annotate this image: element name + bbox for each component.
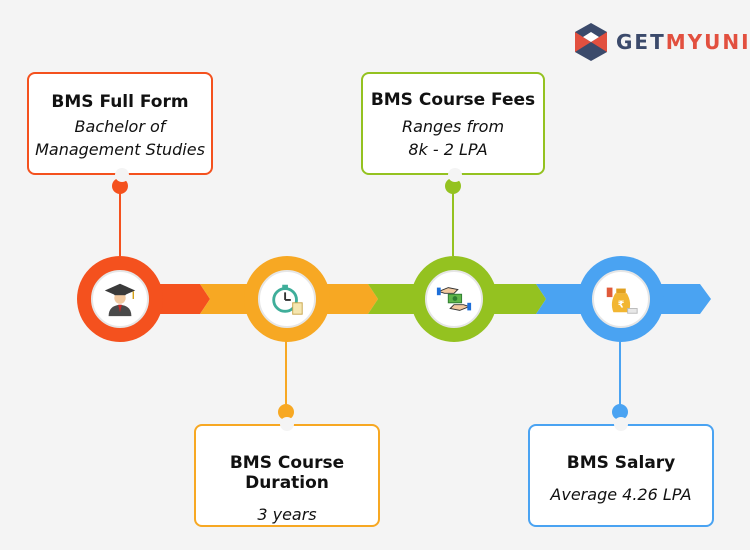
connector-salary	[619, 340, 621, 410]
card-fees: BMS Course Fees Ranges from 8k - 2 LPA	[361, 72, 545, 182]
card-fees-line1: Ranges from	[401, 117, 505, 136]
card-salary-line1: Average 4.26 LPA	[550, 485, 692, 504]
money-hand-icon	[436, 287, 472, 311]
graduate-icon	[104, 283, 136, 317]
stopwatch-icon	[272, 284, 303, 315]
connector-dot-full-form	[112, 178, 128, 194]
money-bag-icon: ₹	[606, 287, 638, 314]
card-fees-line2: 8k - 2 LPA	[408, 140, 488, 159]
node-fees	[411, 256, 497, 342]
card-fees-title: BMS Course Fees	[370, 90, 536, 110]
brand-highlight: MYUNI	[665, 30, 750, 54]
getmyuni-logo: GETMYUNI	[574, 22, 750, 62]
node-full-form	[77, 256, 163, 342]
connector-dot-fees	[445, 178, 461, 194]
brand-name: GETMYUNI	[616, 30, 750, 54]
connector-full-form	[119, 186, 121, 256]
card-duration-line1: 3 years	[257, 505, 317, 524]
node-salary: ₹	[578, 256, 664, 342]
card-full-form-line2: Management Studies	[35, 140, 205, 159]
getmyuni-shield-icon	[575, 23, 607, 61]
card-salary-title: BMS Salary	[566, 453, 676, 473]
card-full-form-line1: Bachelor of	[74, 117, 166, 136]
card-full-form: BMS Full Form Bachelor of Management Stu…	[27, 72, 213, 182]
svg-text:₹: ₹	[618, 300, 625, 311]
connector-dot-duration	[278, 404, 294, 420]
card-duration: BMS Course Duration 3 years	[194, 417, 380, 527]
card-salary: BMS Salary Average 4.26 LPA	[528, 417, 714, 527]
connector-dot-salary	[612, 404, 628, 420]
connector-fees	[452, 186, 454, 256]
card-full-form-title: BMS Full Form	[51, 92, 189, 112]
card-duration-title: BMS Course Duration	[229, 453, 345, 493]
node-duration	[244, 256, 330, 342]
connector-duration	[285, 340, 287, 410]
brand-prefix: GET	[616, 30, 666, 54]
